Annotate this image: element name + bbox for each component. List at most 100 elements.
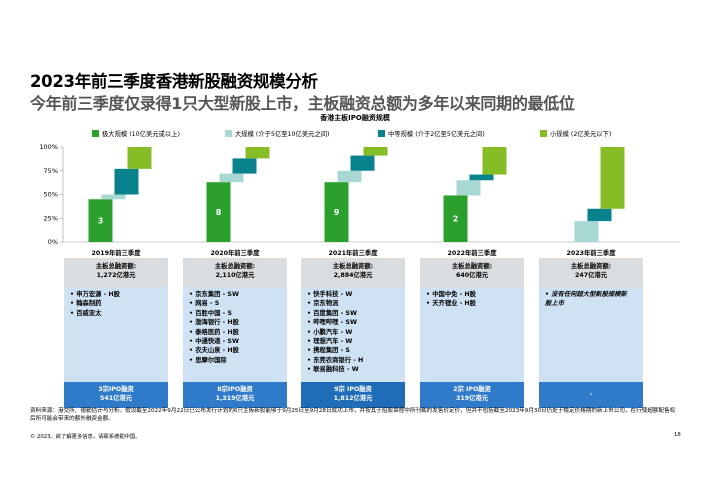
year-column: 主板总融资额: 2,884亿港元快手科技 - W京东物流百度集团 - SW哔哩哔哩… — [301, 258, 405, 408]
ipo-list-item: 小鹏汽车 - W — [307, 328, 405, 337]
column-foot: - — [539, 382, 643, 408]
total-value: 2,110亿港元 — [215, 272, 255, 279]
total-label: 主板总融资额: — [451, 263, 493, 270]
legend-swatch — [92, 130, 99, 137]
total-label: 主板总融资额: — [214, 263, 256, 270]
ipo-list-item: 理想汽车 - W — [307, 337, 405, 346]
legend-item-small: 小规模 (2亿美元以下) — [540, 129, 611, 138]
legend-item-medium: 中等规模 (介于2亿至5亿美元之间) — [378, 129, 485, 138]
ipo-list-item: 渤海银行 - H股 — [189, 318, 287, 327]
year-label: 2023年前三季度 — [566, 250, 616, 257]
bar-segment — [206, 182, 231, 242]
total-label: 主板总融资额: — [570, 263, 612, 270]
year-column: 主板总融资额: 247亿港元没有任何超大型新股规模新股上市 - — [539, 258, 643, 408]
year-column: 主板总融资额: 1,272亿港元申万宏源 - H股翰森制药百威亚太 3宗IPO融资 5… — [64, 258, 168, 408]
bar-label: 9 — [334, 208, 340, 217]
bar-segment — [443, 195, 468, 242]
ipo-list-item: 中国中免 - H股 — [426, 290, 524, 299]
ipo-list-item: 翰森制药 — [70, 299, 168, 308]
total-label: 主板总融资额: — [95, 263, 137, 270]
year-label: 2020年前三季度 — [210, 250, 260, 257]
page-number: 18 — [674, 432, 681, 438]
legend-item-xl: 极大规模 (10亿美元或以上) — [92, 129, 180, 138]
ipo-list-item: 快手科技 - W — [307, 290, 405, 299]
ipo-list-item: 泰格医药 - H股 — [189, 328, 287, 337]
ipo-count: 9宗 IPO融资 — [334, 386, 372, 393]
year-column: 主板总融资额: 2,110亿港元京东集团 - SW网易 - S百胜中国 - S渤海… — [183, 258, 287, 408]
ipo-amount: 1,319亿港元 — [215, 395, 255, 402]
bar-segment — [232, 158, 257, 174]
bar-label: 3 — [98, 217, 104, 226]
column-foot: 2宗 IPO融资 319亿港元 — [420, 382, 524, 408]
y-tick-label: 100% — [39, 143, 58, 151]
bar-segment — [245, 147, 270, 159]
bar-label: 8 — [216, 208, 222, 217]
page-subtitle: 今年前三季度仅录得1只大型新股上市，主板融资总额为多年以来同期的最低位 — [30, 94, 575, 113]
ipo-list-item: 网易 - S — [189, 299, 287, 308]
ipo-count: 2宗 IPO融资 — [453, 386, 491, 393]
ipo-list-item: 农夫山泉 - H股 — [189, 346, 287, 355]
ipo-list: 快手科技 - W京东物流百度集团 - SW哔哩哔哩 - SW小鹏汽车 - W理想… — [301, 287, 405, 382]
year-label: 2021年前三季度 — [328, 250, 378, 257]
ipo-list-item: 申万宏源 - H股 — [70, 290, 168, 299]
ipo-list-item: 东莞农商银行 - H — [307, 356, 405, 365]
legend-swatch — [540, 130, 547, 137]
ipo-list-item: 百威亚太 — [70, 309, 168, 318]
bar-label: 2 — [453, 215, 459, 224]
year-label: 2022年前三季度 — [447, 250, 497, 257]
bar-segment — [587, 208, 612, 222]
bar-segment — [363, 147, 388, 156]
chart-title: 香港主板IPO融资规模 — [320, 114, 390, 122]
ipo-list-item: 天齐锂业 - H股 — [426, 299, 524, 308]
y-tick-label: 25% — [44, 214, 58, 222]
legend-swatch — [225, 130, 232, 137]
column-foot: 9宗 IPO融资 1,812亿港元 — [301, 382, 405, 408]
bar-segment — [88, 199, 113, 242]
total-value: 1,272亿港元 — [96, 272, 136, 279]
y-tick-label: 0% — [48, 238, 58, 246]
ipo-list-item: 中通快递 - SW — [189, 337, 287, 346]
legend-label: 极大规模 (10亿美元或以上) — [102, 131, 180, 138]
bar-segment — [482, 147, 507, 175]
legend-label: 小规模 (2亿美元以下) — [550, 131, 612, 138]
bar-segment — [324, 182, 349, 242]
ipo-amount: 319亿港元 — [455, 395, 489, 402]
legend-item-large: 大规模 (介于5亿至10亿美元之间) — [225, 129, 330, 138]
ipo-list-item: 没有任何超大型新股规模新股上市 — [545, 290, 629, 309]
column-head: 主板总融资额: 2,884亿港元 — [301, 258, 405, 287]
ipo-list-item: 携程集团 - S — [307, 346, 405, 355]
ipo-list: 京东集团 - SW网易 - S百胜中国 - S渤海银行 - H股泰格医药 - H… — [183, 287, 287, 382]
ipo-count: - — [589, 391, 593, 398]
legend-label: 中等规模 (介于2亿至5亿美元之间) — [388, 131, 485, 138]
y-tick-label: 75% — [44, 167, 58, 175]
bar-segment — [219, 173, 244, 183]
ipo-list-item: 百度集团 - SW — [307, 309, 405, 318]
bar-segment — [350, 155, 375, 171]
bar-segment — [469, 174, 494, 181]
bar-segment — [574, 221, 599, 242]
y-tick-label: 50% — [44, 191, 58, 199]
bar-segment — [101, 194, 126, 200]
ipo-count: 8宗IPO融资 — [217, 386, 253, 393]
year-column: 主板总融资额: 640亿港元中国中免 - H股天齐锂业 - H股 2宗 IPO融资 3… — [420, 258, 524, 408]
bar-segment — [456, 180, 481, 196]
column-foot: 3宗IPO融资 541亿港元 — [64, 382, 168, 408]
column-foot: 8宗IPO融资 1,319亿港元 — [183, 382, 287, 408]
bar-segment — [337, 170, 362, 183]
legend-label: 大规模 (介于5亿至10亿美元之间) — [235, 131, 330, 138]
source-note: 资料来源：港交所、德勤估计与分析。假设截至2022年9月22日已公布发行计划的6… — [30, 408, 676, 423]
total-value: 2,884亿港元 — [333, 272, 373, 279]
year-label: 2019年前三季度 — [91, 250, 141, 257]
column-head: 主板总融资额: 2,110亿港元 — [183, 258, 287, 287]
page-title: 2023年前三季度香港新股融资规模分析 — [30, 72, 318, 91]
ipo-list: 申万宏源 - H股翰森制药百威亚太 — [64, 287, 168, 382]
ipo-list: 中国中免 - H股天齐锂业 - H股 — [420, 287, 524, 382]
ipo-list-item: 哔哩哔哩 - SW — [307, 318, 405, 327]
ipo-list-item: 思摩尔国际 — [189, 356, 287, 365]
ipo-amount: 541亿港元 — [99, 395, 133, 402]
ipo-list-item: 百胜中国 - S — [189, 309, 287, 318]
legend-swatch — [378, 130, 385, 137]
total-value: 247亿港元 — [574, 272, 608, 279]
ipo-count: 3宗IPO融资 — [98, 386, 134, 393]
column-head: 主板总融资额: 1,272亿港元 — [64, 258, 168, 287]
